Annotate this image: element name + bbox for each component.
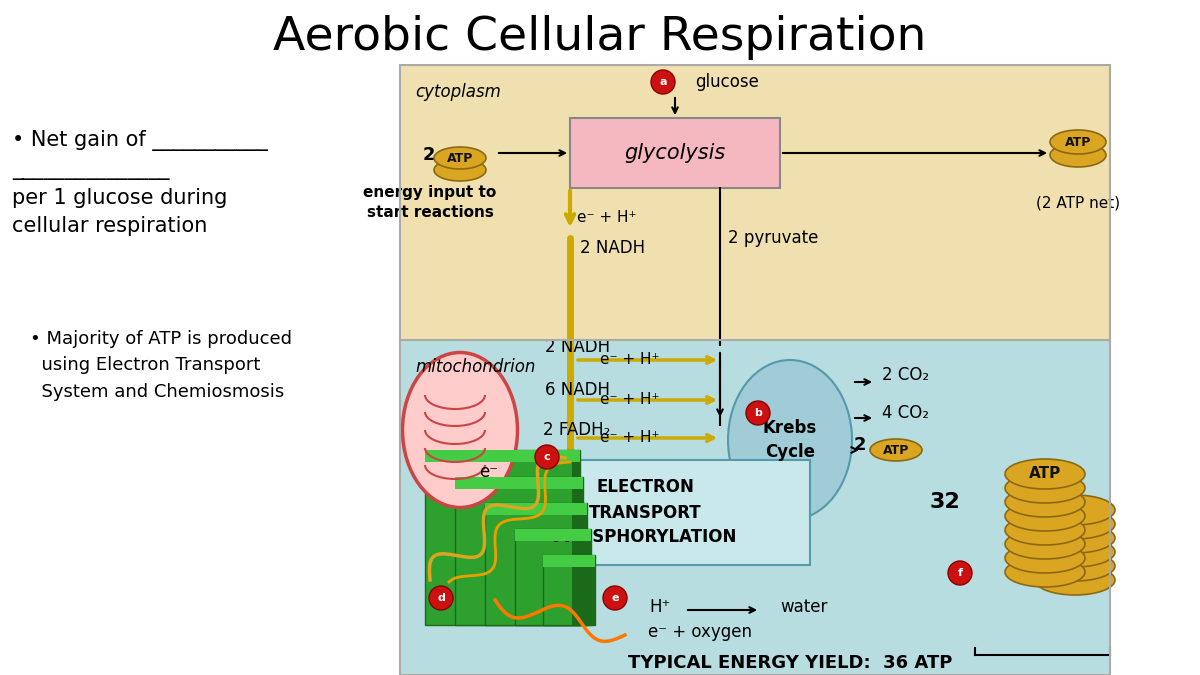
Ellipse shape — [870, 439, 922, 461]
Circle shape — [650, 70, 674, 94]
Bar — [455, 477, 583, 625]
Text: 2 CO₂: 2 CO₂ — [882, 366, 929, 384]
Ellipse shape — [1006, 487, 1085, 517]
Bar — [580, 515, 587, 625]
Ellipse shape — [1006, 543, 1085, 573]
Text: c: c — [544, 452, 551, 462]
Bar — [480, 460, 810, 565]
Bar — [515, 529, 592, 625]
Text: f: f — [958, 568, 962, 578]
Bar — [425, 450, 580, 625]
Ellipse shape — [434, 159, 486, 181]
Text: • Net gain of ___________
_______________
per 1 glucose during
cellular respirat: • Net gain of ___________ ______________… — [12, 130, 268, 236]
Text: e⁻ + H⁺: e⁻ + H⁺ — [600, 392, 660, 408]
Circle shape — [746, 401, 770, 425]
Circle shape — [604, 586, 628, 610]
Ellipse shape — [1006, 557, 1085, 587]
Bar — [570, 118, 780, 188]
Ellipse shape — [1034, 495, 1115, 525]
Ellipse shape — [1034, 551, 1115, 581]
Text: mitochondrion: mitochondrion — [415, 358, 535, 376]
Ellipse shape — [1006, 501, 1085, 531]
Text: 2 NADH: 2 NADH — [580, 239, 646, 257]
Ellipse shape — [1034, 565, 1115, 595]
Bar — [425, 450, 580, 462]
Bar — [400, 65, 1110, 340]
Ellipse shape — [1006, 515, 1085, 545]
Text: glycolysis: glycolysis — [624, 143, 726, 163]
Bar — [515, 529, 592, 541]
Text: 2 NADH: 2 NADH — [545, 338, 610, 356]
Text: glucose: glucose — [695, 73, 758, 91]
Text: water: water — [780, 598, 827, 616]
Ellipse shape — [1050, 143, 1106, 167]
Text: e⁻: e⁻ — [480, 463, 498, 481]
Text: 2: 2 — [422, 146, 436, 164]
Ellipse shape — [1050, 130, 1106, 154]
Bar — [485, 503, 587, 625]
Ellipse shape — [728, 360, 852, 520]
Ellipse shape — [1006, 473, 1085, 503]
Text: ATP: ATP — [1064, 136, 1091, 148]
Text: e⁻ + H⁺: e⁻ + H⁺ — [577, 211, 636, 225]
Text: e: e — [611, 593, 619, 603]
Bar — [587, 567, 595, 625]
Ellipse shape — [434, 147, 486, 169]
Text: e⁻ + H⁺: e⁻ + H⁺ — [600, 352, 660, 367]
Circle shape — [430, 586, 454, 610]
Text: TYPICAL ENERGY YIELD:  36 ATP: TYPICAL ENERGY YIELD: 36 ATP — [628, 654, 952, 672]
Text: ATP: ATP — [446, 151, 473, 165]
Text: 2 pyruvate: 2 pyruvate — [728, 229, 818, 247]
Bar — [400, 65, 1110, 675]
Text: b: b — [754, 408, 762, 418]
Text: 2: 2 — [853, 436, 866, 454]
Text: a: a — [659, 77, 667, 87]
Bar — [542, 555, 595, 625]
Text: (2 ATP net): (2 ATP net) — [1036, 195, 1120, 210]
Ellipse shape — [1006, 459, 1085, 489]
Text: Aerobic Cellular Respiration: Aerobic Cellular Respiration — [274, 16, 926, 61]
Text: e⁻ + oxygen: e⁻ + oxygen — [648, 623, 752, 641]
Ellipse shape — [402, 352, 517, 508]
Text: 32: 32 — [929, 492, 960, 512]
Text: ELECTRON
TRANSPORT
PHOSPHORYLATION: ELECTRON TRANSPORT PHOSPHORYLATION — [553, 479, 737, 547]
Bar — [485, 503, 587, 515]
Ellipse shape — [1006, 529, 1085, 559]
Bar — [575, 489, 583, 625]
Text: 6 NADH: 6 NADH — [545, 381, 610, 399]
Bar — [583, 541, 592, 625]
Text: Krebs
Cycle: Krebs Cycle — [763, 419, 817, 461]
Text: ATP: ATP — [1028, 466, 1061, 481]
Bar — [572, 462, 580, 625]
Text: e⁻ + H⁺: e⁻ + H⁺ — [600, 431, 660, 446]
Bar — [542, 555, 595, 567]
Text: 2 FADH₂: 2 FADH₂ — [542, 421, 611, 439]
Circle shape — [535, 445, 559, 469]
Text: d: d — [437, 593, 445, 603]
Text: H⁺: H⁺ — [649, 598, 671, 616]
Text: energy input to
start reactions: energy input to start reactions — [364, 185, 497, 220]
Text: 4 CO₂: 4 CO₂ — [882, 404, 929, 422]
Bar — [455, 477, 583, 489]
Bar — [400, 340, 1110, 675]
Circle shape — [948, 561, 972, 585]
Text: ATP: ATP — [883, 443, 910, 456]
Text: cytoplasm: cytoplasm — [415, 83, 500, 101]
Ellipse shape — [1034, 537, 1115, 567]
Ellipse shape — [1034, 509, 1115, 539]
Ellipse shape — [1034, 523, 1115, 553]
Text: • Majority of ATP is produced
  using Electron Transport
  System and Chemiosmos: • Majority of ATP is produced using Elec… — [30, 330, 292, 401]
